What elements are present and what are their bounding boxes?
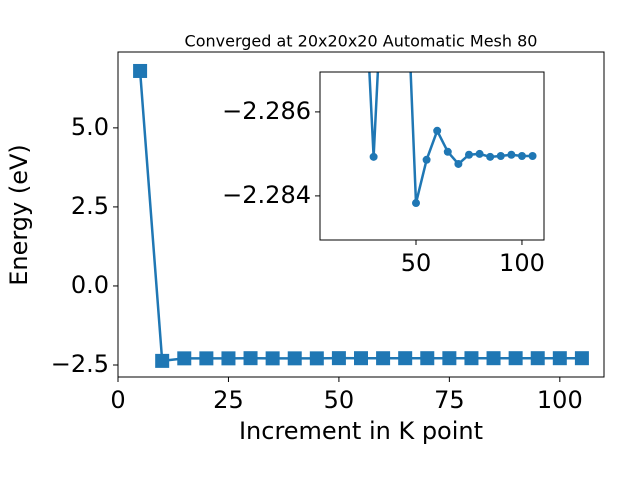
marker <box>517 152 526 160</box>
marker <box>433 126 442 135</box>
x-tick-label: 50 <box>401 249 432 277</box>
marker <box>442 351 457 366</box>
axes-frame <box>117 51 605 378</box>
marker <box>354 351 368 366</box>
marker <box>155 353 170 368</box>
y-tick-label: −2.284 <box>222 181 311 209</box>
marker <box>422 155 431 164</box>
x-tick-label: 100 <box>537 386 583 414</box>
marker <box>454 159 463 168</box>
x-axis-label: Increment in K point <box>239 417 483 445</box>
x-tick-label: 75 <box>434 386 465 414</box>
marker <box>486 351 501 366</box>
plot-area <box>133 63 589 368</box>
marker <box>507 150 516 159</box>
y-tick-label: −2.286 <box>222 97 311 125</box>
marker <box>552 351 567 366</box>
y-tick-label: 5.0 <box>71 113 109 141</box>
y-tick-label: −2.5 <box>51 350 109 378</box>
marker <box>508 351 523 366</box>
x-tick-label: 25 <box>213 386 244 414</box>
y-tick-label: 0.0 <box>71 271 109 299</box>
chart-title: Converged at 20x20x20 Automatic Mesh 80 <box>185 32 538 51</box>
axes-frame <box>319 71 545 241</box>
plot-area <box>368 72 537 208</box>
marker <box>133 63 148 78</box>
marker <box>309 351 324 366</box>
marker <box>530 351 545 366</box>
y-tick-label: 2.5 <box>71 192 109 220</box>
marker <box>574 351 589 366</box>
marker <box>221 351 236 366</box>
y-axis-label: Energy (eV) <box>5 144 33 286</box>
marker <box>528 152 537 160</box>
x-tick-label: 0 <box>110 386 125 414</box>
marker <box>369 152 378 161</box>
x-tick-label: 100 <box>499 249 545 277</box>
marker <box>443 147 452 156</box>
marker <box>243 351 258 366</box>
marker <box>475 149 484 158</box>
marker <box>464 150 473 159</box>
marker <box>199 351 214 366</box>
marker <box>331 351 346 366</box>
marker <box>398 351 413 366</box>
marker <box>486 152 495 161</box>
marker <box>287 351 302 366</box>
marker <box>420 351 435 366</box>
marker <box>265 351 280 366</box>
x-tick-label: 50 <box>324 386 355 414</box>
marker <box>496 152 505 160</box>
marker <box>412 199 420 208</box>
marker <box>177 351 192 366</box>
marker <box>376 351 391 366</box>
marker <box>464 351 479 366</box>
